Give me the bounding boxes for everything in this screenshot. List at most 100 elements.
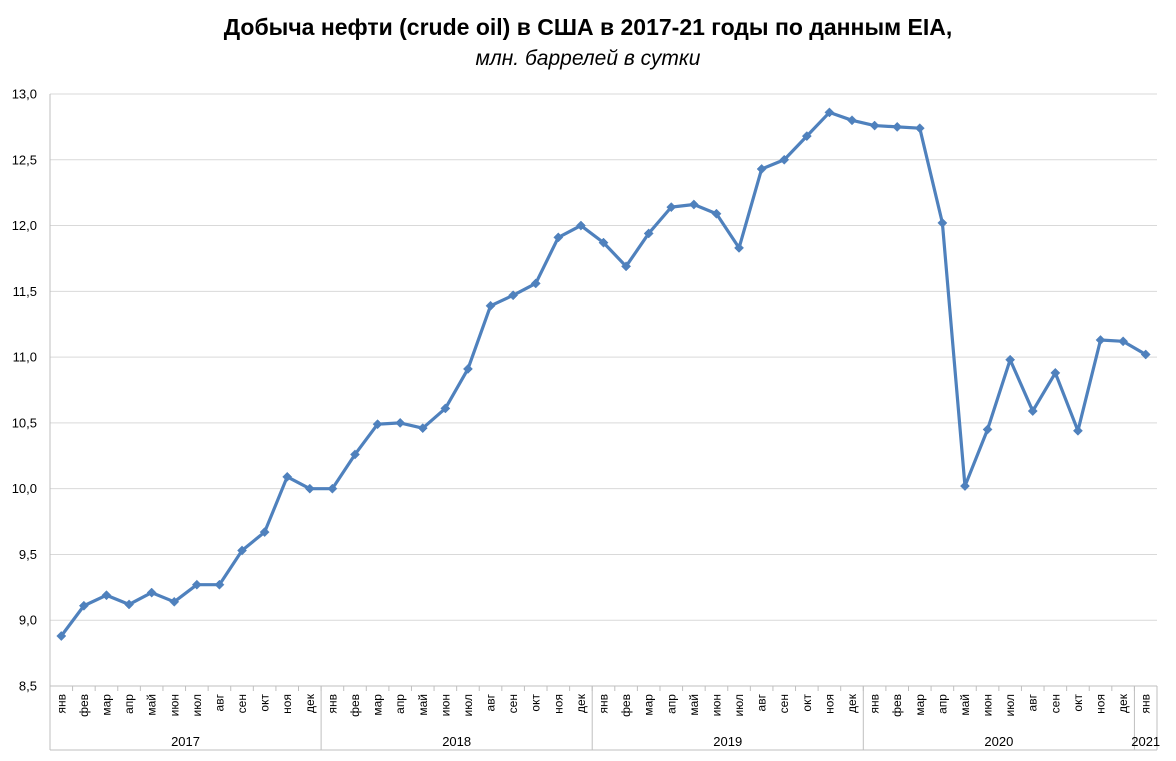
x-tick-label: июл (461, 694, 475, 716)
data-point (598, 237, 609, 248)
data-point (56, 631, 67, 641)
data-point (666, 202, 677, 213)
data-point (462, 363, 473, 374)
y-tick-label: 9,0 (19, 613, 37, 628)
data-point (78, 600, 89, 611)
x-tick-label: фев (890, 694, 904, 717)
data-point (575, 220, 586, 231)
data-point (621, 261, 632, 272)
x-axis-year-labels: 2017 2018 2019 2020 2021 (171, 734, 1160, 749)
data-point (960, 481, 970, 491)
y-tick-label: 9,5 (19, 547, 37, 562)
data-point (553, 232, 564, 243)
data-point (440, 403, 451, 414)
data-point (847, 115, 857, 126)
data-point (1140, 349, 1151, 360)
data-point (327, 483, 338, 494)
data-point (417, 423, 428, 434)
data-point (892, 121, 903, 132)
data-point (214, 579, 225, 590)
x-tick-label: авг (755, 693, 769, 711)
chart-title: Добыча нефти (crude oil) в США в 2017-21… (223, 14, 953, 40)
x-tick-label: мар (99, 694, 113, 716)
y-tick-label: 11,0 (13, 350, 37, 365)
x-tick-label: фев (77, 694, 91, 717)
y-axis-tick-labels: 8,5 9,0 9,5 10,0 10,5 11,0 11,5 12,0 12,5 13,0 (12, 87, 37, 694)
data-point (914, 123, 925, 134)
x-tick-label: сен (777, 694, 791, 713)
x-tick-label: июл (1003, 694, 1017, 716)
x-tick-label: дек (845, 693, 859, 713)
year-label: 2019 (713, 734, 742, 749)
x-tick-label: янв (868, 694, 882, 714)
year-label: 2018 (442, 734, 471, 749)
x-tick-label: фев (619, 694, 633, 717)
x-tick-label: авг (484, 693, 498, 711)
data-point (146, 587, 157, 598)
x-tick-label: мар (371, 694, 385, 716)
data-point (485, 300, 496, 311)
x-tick-label: авг (212, 693, 226, 711)
data-point (191, 579, 202, 590)
x-tick-label: ноя (551, 694, 565, 714)
x-tick-label: авг (1026, 693, 1040, 711)
x-tick-label: июн (709, 694, 723, 716)
data-point (304, 483, 315, 494)
data-point (756, 164, 767, 174)
axes (49, 94, 1158, 751)
data-point (1027, 406, 1038, 417)
data-point (237, 545, 247, 556)
x-tick-label: дек (303, 693, 317, 713)
x-tick-label: янв (54, 694, 68, 714)
x-tick-label: май (416, 694, 430, 716)
data-point (869, 120, 880, 131)
y-tick-label: 8,5 (19, 679, 37, 694)
year-label: 2017 (171, 734, 200, 749)
x-tick-label: май (687, 694, 701, 716)
year-label: 2021 (1131, 734, 1160, 749)
x-tick-label: янв (1139, 694, 1153, 714)
y-tick-label: 10,0 (12, 481, 37, 496)
x-tick-label: ноя (1094, 694, 1108, 714)
x-tick-label: сен (235, 694, 249, 713)
data-point (801, 131, 812, 142)
y-tick-label: 12,0 (12, 218, 37, 233)
x-tick-label: май (958, 694, 972, 716)
x-tick-label: апр (122, 694, 136, 714)
x-tick-label: дек (574, 693, 588, 713)
data-point (779, 154, 790, 165)
x-tick-label: ноя (822, 694, 836, 714)
data-point (530, 278, 541, 289)
x-tick-label: июн (167, 694, 181, 716)
x-tick-label: окт (1071, 694, 1085, 712)
data-series (56, 107, 1151, 641)
data-point (643, 228, 654, 239)
data-point (1095, 335, 1106, 345)
x-tick-label: июн (981, 694, 995, 716)
x-tick-label: окт (529, 694, 543, 712)
chart-subtitle: млн. баррелей в сутки (475, 47, 701, 70)
data-point (259, 527, 270, 538)
x-tick-label: мар (913, 694, 927, 716)
x-tick-label: янв (597, 694, 611, 714)
x-tick-label: дек (1116, 693, 1130, 713)
data-point (1072, 425, 1083, 436)
data-point (711, 208, 722, 219)
series-line (59, 110, 1148, 638)
data-point (124, 599, 135, 610)
y-tick-label: 10,5 (12, 415, 37, 430)
x-tick-label: фев (348, 694, 362, 717)
x-tick-label: окт (800, 694, 814, 712)
x-tick-label: окт (258, 694, 272, 712)
x-tick-label: июл (190, 694, 204, 716)
data-point (982, 424, 993, 435)
year-label: 2020 (984, 734, 1013, 749)
x-tick-label: мар (642, 694, 656, 716)
data-point (350, 449, 360, 460)
data-point (937, 217, 948, 228)
y-tick-label: 13,0 (12, 87, 37, 102)
data-point (734, 242, 745, 253)
x-tick-label: янв (325, 694, 339, 714)
data-point (1050, 367, 1061, 378)
x-tick-label: апр (393, 694, 407, 714)
